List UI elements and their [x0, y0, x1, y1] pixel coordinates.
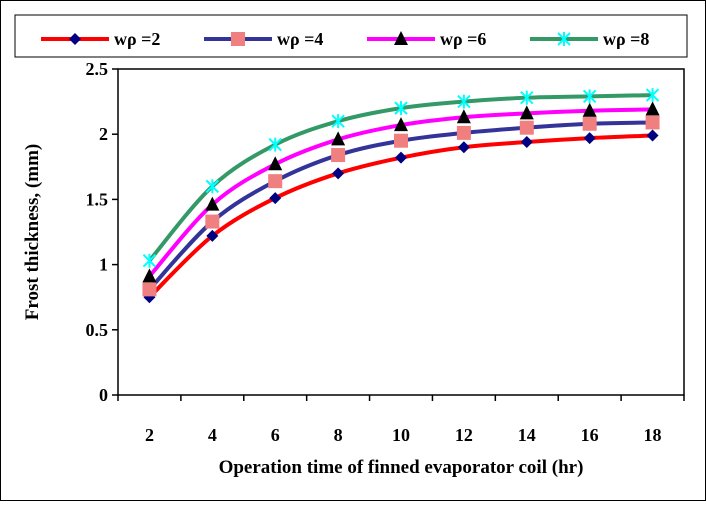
data-point: [394, 117, 408, 132]
y-tick-label: 2: [99, 124, 108, 144]
x-tick-label: 8: [334, 425, 343, 445]
data-point: [583, 132, 596, 145]
legend-label: wρ =6: [440, 29, 486, 49]
series-line: [147, 93, 653, 262]
y-tick-label: 1: [99, 255, 108, 275]
data-point: [520, 136, 533, 149]
data-point: [142, 282, 157, 297]
data-point: [582, 89, 597, 104]
data-point: [205, 196, 220, 211]
x-tick-label: 10: [392, 425, 410, 445]
y-tick-label: 1.5: [86, 189, 109, 209]
data-point: [142, 268, 157, 283]
data-point: [520, 90, 534, 105]
series-4: [142, 88, 660, 268]
x-axis-title: Operation time of finned evaporator coil…: [219, 457, 584, 478]
legend-marker: [69, 33, 81, 45]
data-point: [582, 102, 597, 117]
x-tick-label: 14: [518, 425, 536, 445]
data-point: [582, 116, 597, 131]
legend-label: wρ =8: [603, 29, 649, 49]
series-line: [147, 120, 653, 291]
series-1: [143, 129, 659, 304]
x-tick-label: 16: [581, 425, 599, 445]
data-point: [331, 148, 346, 163]
series-line: [148, 133, 653, 299]
data-point: [457, 94, 471, 109]
series-line: [147, 107, 653, 278]
data-point: [331, 131, 346, 146]
data-point: [645, 101, 660, 116]
data-point: [457, 141, 470, 154]
x-axis: 2 4 6 8 10 12 14 16 18: [117, 395, 685, 445]
legend-label: wρ =2: [114, 29, 160, 49]
data-point: [142, 253, 157, 268]
legend-label: wρ =4: [277, 29, 323, 49]
data-point: [395, 151, 407, 164]
x-tick-label: 6: [271, 425, 280, 445]
x-tick-label: 12: [455, 425, 473, 445]
data-point: [268, 156, 283, 171]
data-point: [269, 192, 282, 205]
y-tick-label: 0.5: [86, 320, 109, 340]
data-point: [268, 174, 283, 189]
data-point: [646, 129, 659, 142]
legend-marker: [394, 31, 408, 45]
legend-marker: [557, 32, 571, 46]
x-tick-label: 4: [208, 425, 217, 445]
legend-box: [14, 14, 688, 58]
series-group: [142, 88, 660, 304]
legend-marker: [231, 32, 245, 46]
y-tick-label: 2.5: [86, 59, 109, 79]
data-point: [331, 114, 345, 129]
y-axis: 0 0.5 1 1.5 2 2.5: [86, 59, 118, 405]
y-axis-title: Frost thickness, (mm): [22, 144, 43, 320]
data-point: [394, 133, 408, 148]
y-tick-label: 0: [99, 385, 108, 405]
data-point: [206, 229, 219, 242]
data-point: [332, 167, 345, 180]
data-point: [645, 88, 660, 103]
series-3: [142, 101, 660, 283]
data-point: [519, 105, 534, 120]
data-point: [205, 214, 220, 229]
legend: wρ =2 wρ =4 wρ =6 wρ =8: [14, 14, 688, 58]
series-2: [142, 115, 660, 297]
data-point: [394, 101, 408, 116]
data-point: [519, 120, 534, 135]
data-point: [268, 137, 282, 152]
data-point: [456, 125, 471, 140]
data-point: [645, 115, 660, 130]
data-point: [205, 179, 220, 194]
x-tick-label: 2: [145, 425, 154, 445]
data-point: [456, 109, 471, 124]
x-tick-label: 18: [644, 425, 662, 445]
